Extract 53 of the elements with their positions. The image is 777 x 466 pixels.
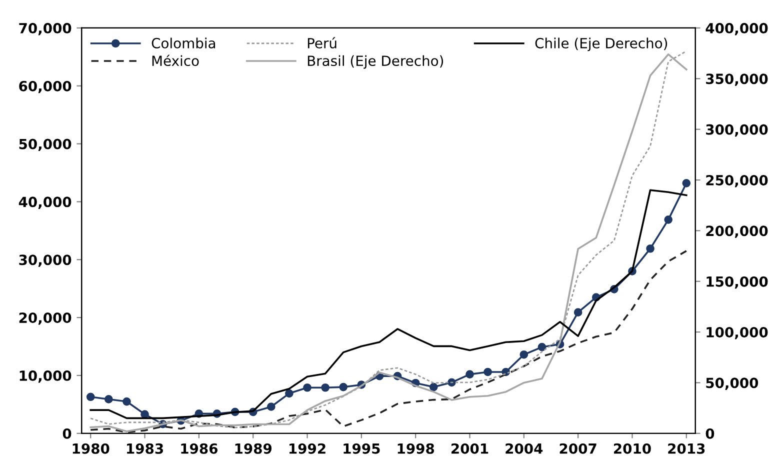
line-series xyxy=(90,250,688,434)
point xyxy=(538,342,546,352)
y2-tick-label: 350,000 xyxy=(706,74,768,86)
y2-tick-label: 150,000 xyxy=(706,276,768,289)
legend-label: México xyxy=(152,54,199,66)
point xyxy=(646,244,654,253)
y2-tick-label: 300,000 xyxy=(706,124,768,137)
y-tick-label: 60,000 xyxy=(19,80,72,94)
point xyxy=(484,368,492,376)
y-tick-label: 20,000 xyxy=(19,312,72,325)
point xyxy=(339,382,348,392)
x-tick-label: 1995 xyxy=(344,443,380,454)
point xyxy=(122,397,131,406)
point xyxy=(303,383,312,392)
x-tick-label: 2001 xyxy=(452,443,488,454)
y2-tick-label: 250,000 xyxy=(706,174,768,188)
y2-tick-label: 100,000 xyxy=(706,326,768,340)
x-tick-label: 1983 xyxy=(127,443,163,454)
x-tick-label: 2013 xyxy=(668,443,705,454)
legend-label: Perú xyxy=(308,37,336,48)
y2-tick-label: 400,000 xyxy=(706,22,768,36)
point xyxy=(520,350,528,359)
x-tick-label: 1980 xyxy=(72,443,110,454)
legend-label: Brasil (Eje Derecho) xyxy=(308,55,444,69)
point xyxy=(664,216,672,224)
legend-label: Colombia xyxy=(152,38,216,48)
point xyxy=(104,395,113,404)
point xyxy=(285,389,294,398)
y-tick-label: 0 xyxy=(62,428,72,439)
y2-tick-label: 50,000 xyxy=(706,378,758,390)
x-tick-label: 1986 xyxy=(181,443,218,454)
point xyxy=(86,392,95,402)
point xyxy=(682,179,691,188)
y-tick-label: 70,000 xyxy=(19,22,72,36)
y-tick-label: 50,000 xyxy=(19,138,72,152)
x-tick-label: 1992 xyxy=(289,443,326,454)
point xyxy=(140,410,149,418)
legend-label: Chile (Eje Derecho) xyxy=(535,38,668,52)
point xyxy=(574,308,582,316)
y-tick-label: 40,000 xyxy=(18,196,72,209)
point xyxy=(321,383,330,392)
y-tick-label: 10,000 xyxy=(20,370,72,383)
x-tick-label: 2007 xyxy=(560,443,596,454)
y2-tick-label: 200,000 xyxy=(706,226,768,238)
point xyxy=(429,382,438,392)
y2-tick-label: 0 xyxy=(706,428,714,439)
point xyxy=(266,402,276,411)
x-tick-label: 1989 xyxy=(235,443,272,454)
x-tick-label: 2004 xyxy=(506,443,543,454)
x-tick-label: 2010 xyxy=(614,443,651,454)
point xyxy=(466,370,474,378)
y-tick-label: 30,000 xyxy=(19,254,72,267)
x-tick-label: 1998 xyxy=(398,443,434,454)
